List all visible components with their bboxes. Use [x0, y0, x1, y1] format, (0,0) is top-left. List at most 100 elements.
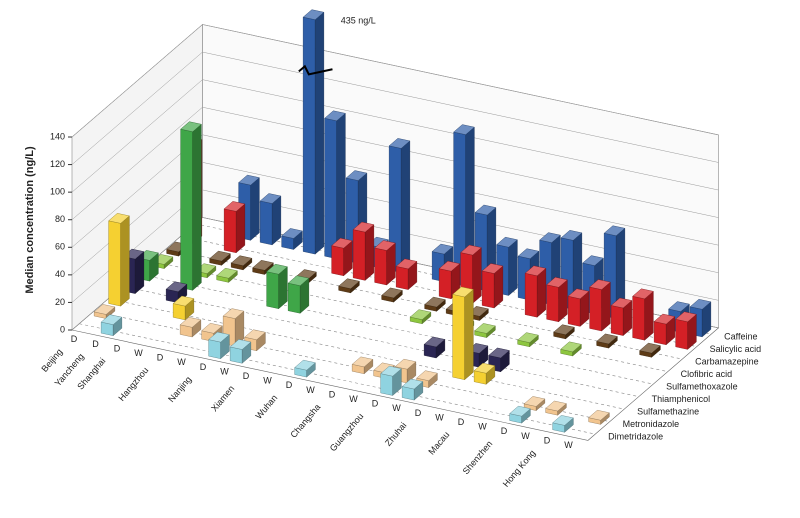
row-line — [151, 260, 668, 372]
series-label: Thiamphenicol — [652, 394, 711, 404]
column-label: W — [177, 357, 186, 367]
column-label: D — [157, 353, 164, 363]
bar-top — [639, 342, 661, 354]
bar-top — [438, 260, 461, 272]
bar-top — [238, 174, 260, 186]
bar — [452, 286, 474, 381]
bar-front — [324, 118, 337, 259]
bar-front — [172, 303, 186, 321]
bar-top — [229, 339, 252, 350]
column-label: D — [114, 343, 121, 353]
y-tick-label: 140 — [50, 131, 65, 141]
bar — [409, 309, 432, 325]
bar-side — [364, 224, 375, 281]
grid-line — [71, 24, 719, 138]
bar-top — [222, 308, 245, 319]
bar — [338, 278, 360, 294]
bar-top — [452, 286, 474, 298]
bar-top — [244, 329, 266, 340]
bar — [401, 378, 424, 401]
bar-top — [180, 121, 202, 132]
bar — [423, 336, 446, 359]
city-label: Guangzhou — [328, 411, 366, 453]
bar-top — [460, 244, 482, 256]
bar-side — [472, 247, 482, 304]
row-line — [166, 248, 683, 360]
column-label: D — [243, 371, 250, 381]
series-label: Salicylic acid — [710, 344, 762, 354]
city-label: Nanjing — [166, 374, 193, 404]
bar-front — [675, 318, 688, 350]
column-label: W — [564, 440, 573, 450]
bar-top — [259, 193, 282, 204]
bar-side — [601, 281, 611, 332]
city-label: Beijing — [39, 347, 64, 374]
row-line — [180, 235, 697, 347]
bar-front — [108, 220, 121, 307]
grid-line — [71, 134, 719, 248]
bar-front — [524, 273, 538, 318]
bar-top — [474, 204, 497, 216]
city-label: Macau — [426, 430, 451, 457]
y-tick-label: 20 — [55, 297, 65, 307]
series-label: Dimetridazole — [608, 431, 663, 441]
series-label: Clofibric acid — [681, 369, 733, 379]
bar-top — [401, 378, 424, 390]
bar-top — [165, 281, 188, 292]
bar-front — [180, 128, 193, 291]
bar-front — [610, 305, 624, 336]
bar-side — [192, 123, 202, 291]
bar-top — [473, 362, 496, 374]
bar-front — [331, 245, 344, 277]
bar-top — [93, 304, 116, 315]
column-label: W — [220, 366, 229, 376]
bar-top — [545, 400, 567, 412]
bar-top — [409, 309, 432, 320]
series-label: Metronidazole — [623, 419, 680, 429]
column-label: D — [372, 399, 379, 409]
bar-front — [266, 271, 279, 309]
bar — [481, 263, 504, 309]
city-label: Wuhan — [254, 393, 280, 421]
bar-top — [603, 225, 626, 236]
y-tick-label: 100 — [50, 187, 65, 197]
bar-side — [644, 290, 654, 341]
bar — [488, 347, 510, 373]
bar — [381, 287, 403, 303]
bar — [266, 263, 288, 310]
bar — [589, 279, 611, 332]
bar — [179, 317, 202, 338]
bar — [374, 240, 396, 286]
grid-line — [71, 106, 719, 220]
bar-side — [235, 203, 246, 254]
city-label: Zhuhai — [383, 420, 408, 448]
bar — [552, 415, 574, 433]
bar — [229, 339, 252, 364]
y-tick-label: 60 — [55, 242, 65, 252]
bar-top — [179, 317, 202, 328]
bar-top — [416, 370, 438, 381]
bar — [567, 288, 590, 327]
column-label: D — [458, 417, 465, 427]
bar — [675, 311, 697, 350]
bar-top — [567, 288, 590, 300]
bar-top — [216, 267, 238, 279]
grid-line — [71, 79, 719, 193]
bar-front — [229, 346, 243, 364]
bar-top — [488, 347, 510, 359]
bar-top — [287, 275, 310, 286]
bar-top — [394, 358, 417, 370]
row-line — [79, 323, 596, 435]
bar — [588, 409, 610, 425]
bar-front — [259, 200, 273, 246]
bar-front — [395, 266, 409, 290]
row-line — [108, 298, 625, 410]
bar-top — [352, 221, 375, 233]
bar — [632, 288, 654, 341]
bar — [281, 228, 303, 250]
bar — [324, 110, 346, 260]
bar-top — [424, 296, 446, 308]
series-label: Carbamazepine — [695, 356, 759, 366]
series-label: Sulfamethoxazole — [666, 381, 738, 391]
bar — [509, 405, 531, 424]
